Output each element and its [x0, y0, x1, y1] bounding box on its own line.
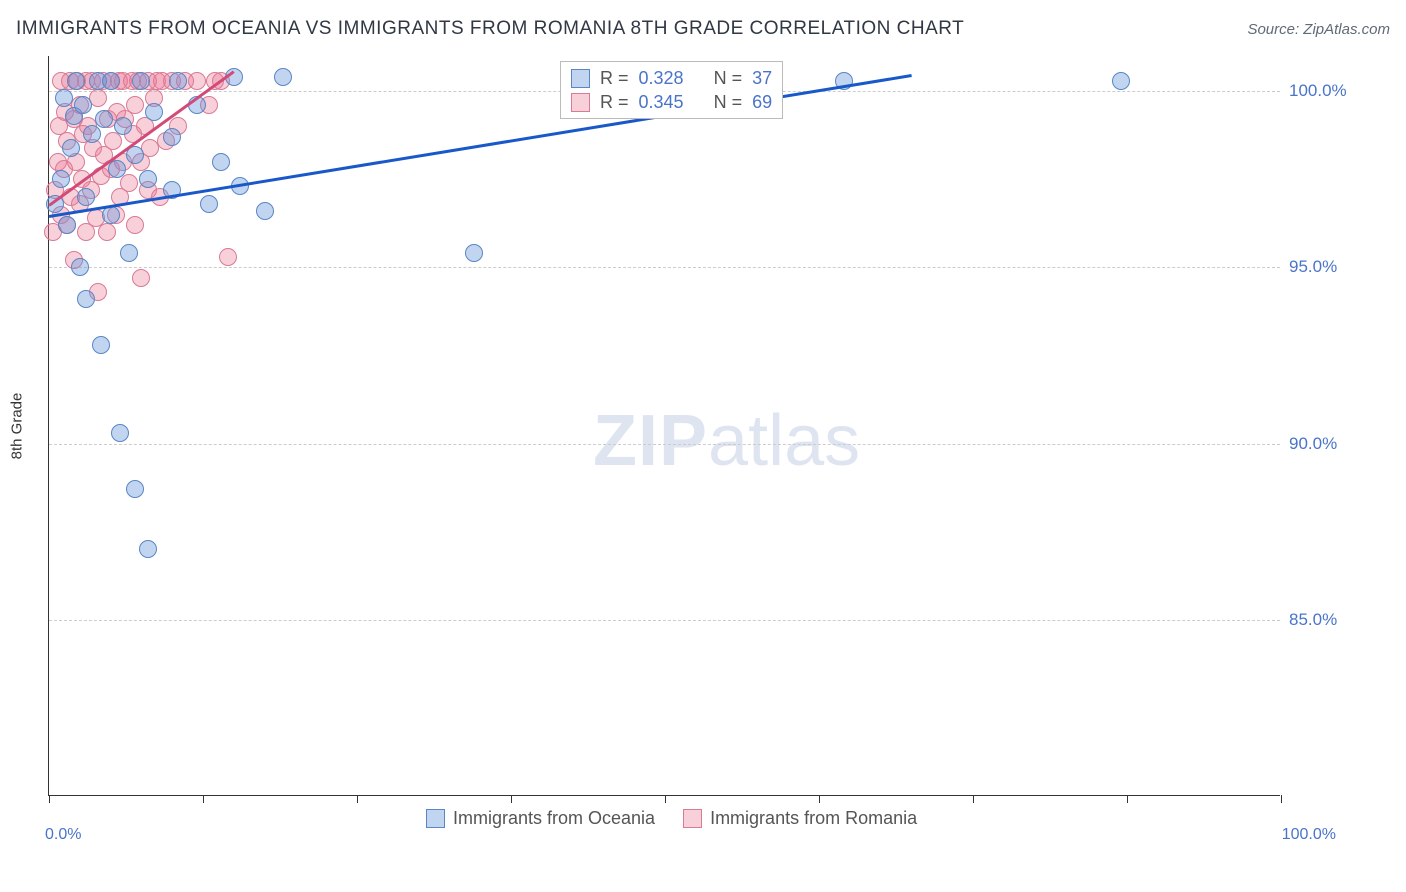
point-romania	[132, 269, 150, 287]
legend-swatch	[683, 809, 702, 828]
point-oceania	[212, 153, 230, 171]
x-tick	[973, 795, 974, 803]
point-oceania	[77, 290, 95, 308]
point-oceania	[126, 480, 144, 498]
point-oceania	[108, 160, 126, 178]
legend-n-value: 37	[752, 66, 772, 90]
legend-swatch	[426, 809, 445, 828]
point-oceania	[77, 188, 95, 206]
x-tick	[665, 795, 666, 803]
y-axis-label: 8th Grade	[9, 392, 26, 459]
x-tick	[1281, 795, 1282, 803]
legend-row: R = 0.328 N = 37	[571, 66, 772, 90]
point-oceania	[256, 202, 274, 220]
point-oceania	[274, 68, 292, 86]
point-oceania	[132, 72, 150, 90]
point-oceania	[67, 72, 85, 90]
plot-wrap: 8th Grade ZIPatlas 85.0%90.0%95.0%100.0%…	[48, 56, 1336, 828]
legend-swatch	[571, 93, 590, 112]
point-oceania	[114, 117, 132, 135]
point-romania	[188, 72, 206, 90]
point-oceania	[74, 96, 92, 114]
point-romania	[126, 96, 144, 114]
legend-r-label: R =	[600, 90, 629, 114]
point-oceania	[465, 244, 483, 262]
point-romania	[120, 174, 138, 192]
y-tick-label: 90.0%	[1289, 434, 1369, 454]
x-tick	[49, 795, 50, 803]
y-tick-label: 95.0%	[1289, 257, 1369, 277]
point-romania	[98, 223, 116, 241]
point-oceania	[200, 195, 218, 213]
gridline	[49, 444, 1280, 445]
watermark: ZIPatlas	[593, 400, 860, 482]
gridline	[49, 267, 1280, 268]
point-oceania	[169, 72, 187, 90]
y-tick-label: 100.0%	[1289, 81, 1369, 101]
point-oceania	[139, 540, 157, 558]
point-oceania	[95, 110, 113, 128]
point-oceania	[145, 103, 163, 121]
legend-r-value: 0.328	[639, 66, 684, 90]
legend-r-label: R =	[600, 66, 629, 90]
point-oceania	[83, 125, 101, 143]
watermark-atlas: atlas	[708, 401, 860, 481]
point-oceania	[139, 170, 157, 188]
point-oceania	[120, 244, 138, 262]
y-tick-label: 85.0%	[1289, 610, 1369, 630]
x-tick	[819, 795, 820, 803]
point-oceania	[71, 258, 89, 276]
point-oceania	[58, 216, 76, 234]
x-tick	[511, 795, 512, 803]
legend-series-label: Immigrants from Oceania	[453, 808, 655, 829]
legend-n-label: N =	[714, 66, 743, 90]
legend-item: Immigrants from Romania	[683, 808, 917, 829]
gridline	[49, 620, 1280, 621]
legend-series-label: Immigrants from Romania	[710, 808, 917, 829]
legend-n-label: N =	[714, 90, 743, 114]
series-legend: Immigrants from Oceania Immigrants from R…	[426, 808, 917, 829]
x-tick	[357, 795, 358, 803]
legend-swatch	[571, 69, 590, 88]
x-axis-max-label: 100.0%	[1282, 826, 1336, 844]
point-oceania	[111, 424, 129, 442]
source-label: Source: ZipAtlas.com	[1247, 21, 1390, 38]
legend-item: Immigrants from Oceania	[426, 808, 655, 829]
legend-row: R = 0.345 N = 69	[571, 90, 772, 114]
x-tick	[203, 795, 204, 803]
x-tick	[1127, 795, 1128, 803]
point-oceania	[163, 128, 181, 146]
point-oceania	[55, 89, 73, 107]
watermark-zip: ZIP	[593, 401, 708, 481]
point-oceania	[52, 170, 70, 188]
legend-r-value: 0.345	[639, 90, 684, 114]
point-romania	[126, 216, 144, 234]
legend-n-value: 69	[752, 90, 772, 114]
point-oceania	[102, 72, 120, 90]
point-oceania	[1112, 72, 1130, 90]
point-oceania	[92, 336, 110, 354]
x-axis-min-label: 0.0%	[45, 826, 81, 844]
chart-title: IMMIGRANTS FROM OCEANIA VS IMMIGRANTS FR…	[16, 18, 964, 40]
point-romania	[219, 248, 237, 266]
scatter-plot: 8th Grade ZIPatlas 85.0%90.0%95.0%100.0%…	[48, 56, 1280, 796]
correlation-legend: R = 0.328 N = 37 R = 0.345 N = 69	[560, 61, 783, 119]
point-oceania	[62, 139, 80, 157]
